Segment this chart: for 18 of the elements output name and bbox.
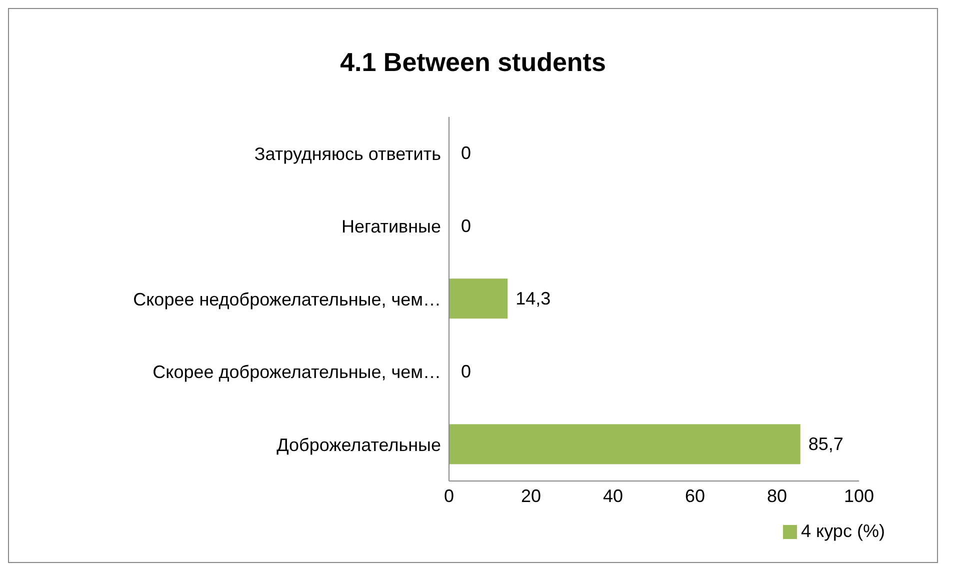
x-tick-label: 80 bbox=[766, 486, 788, 506]
x-tick-label: 20 bbox=[520, 486, 542, 506]
data-label: 0 bbox=[461, 361, 472, 382]
x-tick-label: 0 bbox=[444, 486, 454, 506]
legend-label: 4 курс (%) bbox=[801, 521, 885, 541]
y-tick-label: Доброжелательные bbox=[276, 434, 441, 455]
data-label: 0 bbox=[461, 216, 472, 236]
data-label: 85,7 bbox=[808, 434, 844, 454]
y-tick-label: Негативные bbox=[341, 216, 441, 237]
data-label: 14,3 bbox=[516, 288, 551, 309]
y-tick-label: Скорее недоброжелательные, чем… bbox=[133, 289, 441, 310]
x-tick-label: 100 bbox=[844, 486, 874, 506]
y-tick-label: Скорее доброжелательные, чем… bbox=[152, 362, 441, 382]
chart-title: 4.1 Between students bbox=[339, 47, 607, 79]
x-tick-label: 60 bbox=[684, 486, 706, 506]
data-label: 0 bbox=[461, 143, 472, 163]
y-tick-label: Затрудняюсь ответить bbox=[254, 144, 441, 164]
x-tick-label: 40 bbox=[602, 486, 624, 506]
